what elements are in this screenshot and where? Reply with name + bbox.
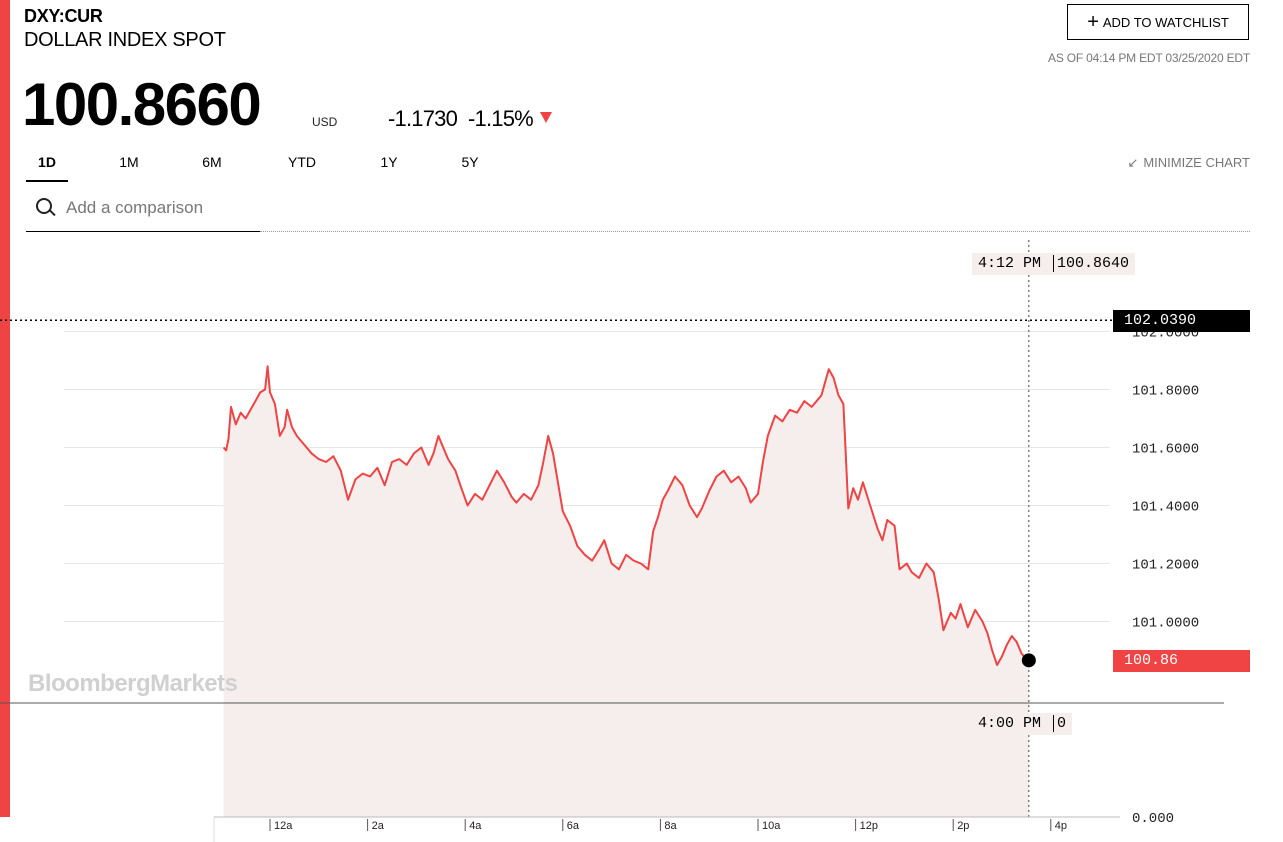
as-of-timestamp: AS OF 04:14 PM EDT 03/25/2020 EDT [1048, 51, 1250, 65]
volume-hover-time: 4:00 PM [978, 715, 1042, 732]
tab-ytd[interactable]: YTD [288, 154, 316, 170]
add-to-watchlist-button[interactable]: + ADD TO WATCHLIST [1067, 4, 1249, 40]
volume-axis-label: 0.000 [1132, 811, 1174, 827]
last-price: 100.8660 [22, 71, 262, 138]
y-tick-label: 101.0000 [1132, 616, 1199, 632]
tab-1y[interactable]: 1Y [380, 154, 398, 170]
x-tick-label: 8a [664, 820, 677, 832]
add-comparison-search[interactable]: Add a comparison [26, 188, 260, 232]
price-chart[interactable]: 101.0000 101.2000 101.4000 101.6000 101.8000… [0, 240, 1283, 842]
price-line [222, 365, 1030, 666]
collapse-arrows-icon: ↙ [1127, 155, 1139, 170]
volume-hover-readout: 4:00 PM 0 [972, 713, 1073, 735]
hover-value: 100.8640 [1053, 255, 1130, 272]
price-area [223, 366, 1029, 817]
x-tick-label: 4p [1055, 820, 1067, 832]
last-point-marker [1021, 653, 1036, 668]
y-tick-label: 101.8000 [1132, 384, 1199, 400]
tab-1m[interactable]: 1M [119, 154, 139, 170]
y-tick-label: 101.6000 [1132, 442, 1199, 458]
percent-change: -1.15% [468, 106, 534, 131]
y-tick-label: 101.2000 [1132, 558, 1199, 574]
hover-time: 4:12 PM [978, 255, 1042, 272]
x-tick-label: 2a [372, 820, 385, 832]
search-icon [36, 198, 52, 214]
watermark: BloombergMarkets [28, 670, 238, 697]
x-tick-label: 12a [274, 820, 293, 832]
y-tick-label: 101.4000 [1132, 500, 1199, 516]
search-placeholder: Add a comparison [66, 198, 204, 217]
x-tick-label: 6a [567, 820, 580, 832]
reference-value-label: 102.0390 [1113, 310, 1250, 332]
volume-hover-value: 0 [1053, 715, 1067, 732]
plus-icon: + [1087, 11, 1099, 33]
ticker-symbol: DXY:CUR [24, 6, 103, 26]
x-tick-label: 10a [762, 820, 781, 832]
down-triangle-icon [540, 112, 552, 123]
accent-bar [0, 0, 10, 817]
security-name: DOLLAR INDEX SPOT [24, 29, 226, 51]
minimize-chart-button[interactable]: ↙ MINIMIZE CHART [1127, 155, 1250, 171]
minimize-label: MINIMIZE CHART [1143, 155, 1250, 170]
x-tick-label: 4a [469, 820, 482, 832]
hover-readout: 4:12 PM 100.8640 [972, 253, 1136, 275]
divider [260, 231, 1250, 232]
last-value-label: 100.86 [1113, 650, 1250, 672]
tab-6m[interactable]: 6M [202, 154, 222, 170]
tab-1d[interactable]: 1D [26, 150, 68, 182]
currency-label: USD [312, 115, 338, 129]
tab-5y[interactable]: 5Y [461, 154, 479, 170]
x-tick-label: 12p [860, 820, 878, 832]
watchlist-label: ADD TO WATCHLIST [1102, 14, 1229, 30]
net-change: -1.1730 [388, 106, 458, 131]
x-tick-label: 2p [957, 820, 969, 832]
